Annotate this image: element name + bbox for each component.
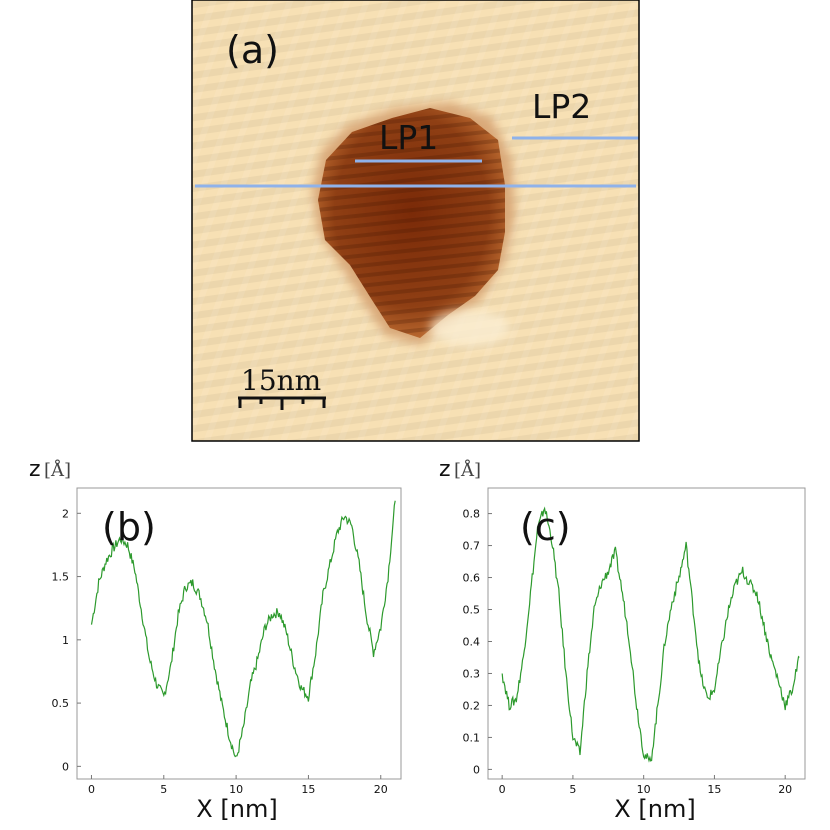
chart-c-ylabel-var: z xyxy=(439,457,451,482)
chart-c-ytick-label: 0.7 xyxy=(463,540,481,553)
chart-c-xtick-label: 5 xyxy=(569,783,576,796)
chart-b-ylabel-var: z xyxy=(29,457,41,482)
bright-patch xyxy=(430,310,510,346)
line-chart-b: z [Å] 0 5 10 15 20 0 0.5 1 1.5 2 (b) X [nm] xyxy=(29,457,402,823)
chart-b-xtick-label: 0 xyxy=(88,783,95,796)
chart-c-xtick-label: 20 xyxy=(778,783,792,796)
line-chart-c: z [Å] 0 5 10 15 2000.10.20.30.40.50.60.70.8 … xyxy=(439,457,806,823)
chart-c-frame xyxy=(487,487,806,780)
chart-c-ytick-label: 0.4 xyxy=(463,635,481,648)
chart-b-ylabel-unit: [Å] xyxy=(44,459,71,481)
chart-b-xtick-label: 20 xyxy=(374,783,388,796)
panel-a-label: (a) xyxy=(226,28,279,72)
chart-c-xtick-label: 10 xyxy=(637,783,651,796)
chart-b-ytick-label: 2 xyxy=(62,507,69,520)
chart-c-ytick-label: 0 xyxy=(473,763,480,776)
stm-image-frame xyxy=(191,0,640,442)
chart-c-ytick-label: 0.6 xyxy=(463,572,481,585)
chart-b-ytick-label: 0 xyxy=(62,760,69,773)
chart-b-xtick-label: 10 xyxy=(229,783,243,796)
chart-b-xtick-label: 15 xyxy=(301,783,315,796)
lp2-label: LP2 xyxy=(532,87,591,126)
chart-b-xtick-label: 5 xyxy=(160,783,167,796)
chart-c-xtick-label: 0 xyxy=(499,783,506,796)
chart-b-frame xyxy=(76,487,402,780)
scale-bar xyxy=(238,396,326,410)
chart-b-ytick-label: 1.5 xyxy=(52,571,70,584)
chart-b-ytick-label: 0.5 xyxy=(52,697,70,710)
chart-b-panel-label: (b) xyxy=(102,505,156,549)
chart-c-xlabel: X [nm] xyxy=(614,795,695,823)
chart-c-ytick-label: 0.3 xyxy=(463,667,481,680)
chart-c-ytick-label: 0.2 xyxy=(463,699,481,712)
chart-c-panel-label: (c) xyxy=(520,505,571,549)
stm-image-panel: (a) LP1 LP2 15nm xyxy=(191,0,640,442)
chart-b-ytick-label: 1 xyxy=(62,634,69,647)
chart-c-ytick-label: 0.8 xyxy=(463,508,481,521)
island-texture xyxy=(318,108,505,338)
chart-c-ytick-label: 0.5 xyxy=(463,604,481,617)
lp1-label: LP1 xyxy=(379,118,438,157)
chart-b-series-lp1 xyxy=(90,500,396,758)
scale-bar-label: 15nm xyxy=(241,364,321,397)
chart-c-ylabel-unit: [Å] xyxy=(454,459,481,481)
chart-c-xtick-label: 15 xyxy=(707,783,721,796)
chart-b-xlabel: X [nm] xyxy=(196,795,277,823)
chart-c-series-lp2 xyxy=(501,506,800,763)
chart-c-ytick-label: 0.1 xyxy=(463,731,481,744)
